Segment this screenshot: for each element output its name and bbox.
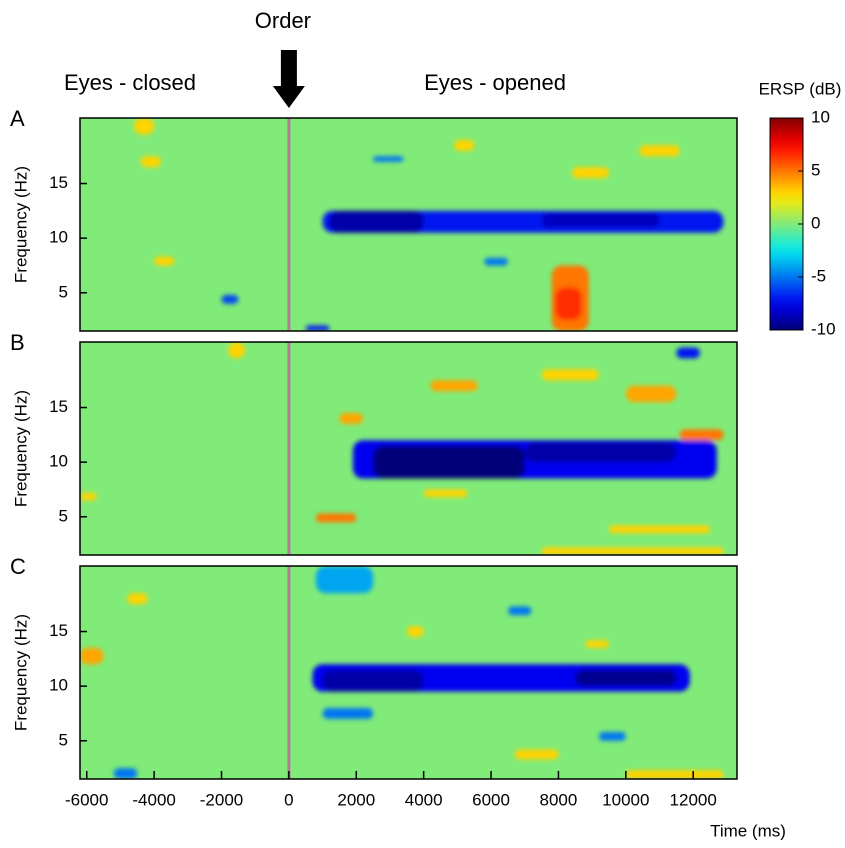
blob <box>608 525 711 534</box>
blob <box>113 768 138 779</box>
panel-label: C <box>10 554 26 579</box>
y-axis-label: Frequency (Hz) <box>11 614 30 731</box>
blob <box>541 369 599 381</box>
blob <box>80 647 104 665</box>
panel-frame <box>79 565 738 780</box>
blob <box>484 257 508 266</box>
y-tick-label: 10 <box>49 228 68 247</box>
blob <box>423 489 468 498</box>
blob <box>541 213 660 228</box>
y-tick-label: 15 <box>49 621 68 640</box>
x-tick-label: 10000 <box>602 790 649 809</box>
y-tick-label: 5 <box>59 730 68 749</box>
panel-frame <box>79 341 738 556</box>
blob <box>154 256 175 266</box>
panel-label: A <box>10 106 25 131</box>
blob <box>373 156 404 162</box>
blobs <box>133 118 724 331</box>
blob <box>315 566 374 594</box>
x-tick-label: 6000 <box>472 790 510 809</box>
panel-frame <box>79 117 738 332</box>
y-tick-label: 5 <box>59 506 68 525</box>
blob <box>679 429 724 441</box>
heatmap <box>80 342 737 555</box>
blob <box>585 640 609 648</box>
colorbar-tick-label: 10 <box>811 107 830 126</box>
blob <box>514 749 559 760</box>
blob <box>430 380 478 392</box>
blob <box>541 547 724 555</box>
condition-right: Eyes - opened <box>424 70 566 95</box>
blob <box>315 513 357 523</box>
blob <box>329 210 424 233</box>
arrow-shaft <box>280 50 297 86</box>
blob <box>406 626 424 637</box>
colorbar-tick-label: 0 <box>811 213 820 232</box>
blob <box>571 167 609 179</box>
x-tick-label: -4000 <box>132 790 175 809</box>
x-tick-label: 4000 <box>405 790 443 809</box>
blob <box>80 492 97 501</box>
heatmap <box>80 118 737 331</box>
event-label: Order <box>255 8 311 33</box>
blob <box>524 442 677 463</box>
panel-label: B <box>10 330 25 355</box>
x-tick-label: 12000 <box>670 790 717 809</box>
blob <box>676 347 700 359</box>
x-tick-label: 8000 <box>540 790 578 809</box>
x-tick-label: 2000 <box>337 790 375 809</box>
blob <box>625 770 724 779</box>
y-tick-label: 15 <box>49 397 68 416</box>
blob <box>322 669 424 692</box>
blob <box>639 145 680 157</box>
blobs <box>80 342 724 555</box>
condition-left: Eyes - closed <box>64 70 196 95</box>
heatmap <box>80 566 737 779</box>
blob <box>598 732 626 741</box>
arrow-head <box>272 86 305 108</box>
blob <box>228 342 246 359</box>
x-tick-label: -2000 <box>200 790 243 809</box>
y-axis-label: Frequency (Hz) <box>11 166 30 283</box>
colorbar-tick-label: -5 <box>811 266 826 285</box>
y-axis-label: Frequency (Hz) <box>11 390 30 507</box>
blob <box>127 593 148 605</box>
blob <box>140 156 161 168</box>
colorbar-tick-label: 5 <box>811 160 820 179</box>
blob <box>555 287 583 321</box>
blob <box>305 325 330 331</box>
blobs <box>80 566 724 779</box>
blob <box>133 118 155 135</box>
y-tick-label: 15 <box>49 173 68 192</box>
y-tick-label: 10 <box>49 676 68 695</box>
blob <box>625 385 677 403</box>
blob <box>373 445 525 479</box>
blob <box>322 708 374 719</box>
blob <box>453 139 475 151</box>
blob <box>575 669 677 687</box>
x-axis-label: Time (ms) <box>710 821 786 840</box>
colorbar-tick-label: -10 <box>811 319 836 338</box>
y-tick-label: 10 <box>49 452 68 471</box>
x-tick-label: -6000 <box>65 790 108 809</box>
blob <box>339 413 364 424</box>
blob <box>221 294 239 304</box>
blob <box>507 606 532 616</box>
x-tick-label: 0 <box>284 790 293 809</box>
colorbar-title: ERSP (dB) <box>759 79 842 98</box>
y-tick-label: 5 <box>59 282 68 301</box>
